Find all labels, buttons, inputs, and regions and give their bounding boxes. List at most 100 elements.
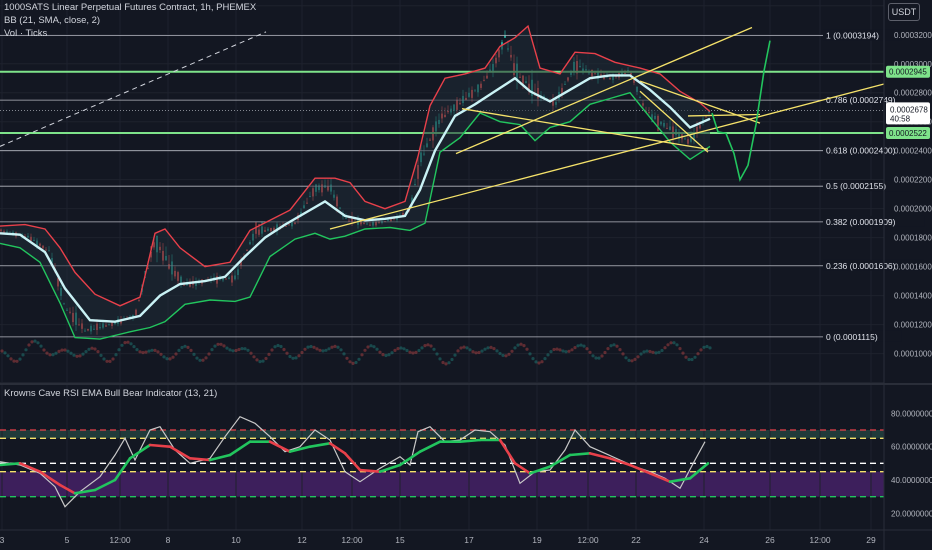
volume-dot [93, 347, 97, 351]
volume-dot [24, 348, 28, 352]
volume-dot [375, 347, 379, 351]
volume-dot [459, 346, 463, 350]
volume-dot [15, 359, 19, 363]
volume-dot [252, 355, 256, 359]
price-tick-label: 0.0001800 [894, 234, 932, 243]
volume-dot [291, 356, 295, 360]
volume-dot [90, 346, 94, 350]
current-price-bg [886, 102, 930, 125]
volume-dot [657, 350, 661, 354]
volume-dot [651, 350, 655, 354]
price-tick-label: 0.0002200 [894, 176, 932, 185]
volume-dot [144, 350, 148, 354]
volume-dot [372, 345, 376, 349]
ema-segment [268, 440, 292, 453]
ema-segment [528, 465, 552, 475]
fib-label-bg [823, 330, 902, 342]
volume-dot [57, 349, 61, 353]
price-tick-label: 0.0002000 [894, 205, 932, 214]
time-tick-label: 12:00 [577, 535, 599, 545]
volume-dot [330, 345, 334, 349]
projection-path [711, 40, 771, 182]
time-tick-label: 29 [866, 535, 876, 545]
volume-indicator-label[interactable]: Vol · Ticks [4, 28, 48, 39]
volume-dot [324, 348, 328, 352]
volume-dot [528, 352, 532, 356]
ema-segment [328, 442, 347, 455]
time-tick-label: 12:00 [341, 535, 363, 545]
fib-label: 0.382 (0.0001909) [826, 217, 896, 227]
volume-dot [288, 354, 292, 359]
ema-segment [513, 462, 532, 475]
volume-dot [78, 354, 82, 358]
volume-dot [108, 359, 112, 363]
volume-dot [75, 354, 79, 358]
price-tick-label: 0.0001200 [894, 321, 932, 330]
volume-dot [306, 345, 310, 349]
volume-dot [468, 348, 472, 352]
volume-dot [357, 357, 361, 361]
osc-tick-label: 40.0000000 [891, 476, 932, 485]
fib-label-bg [823, 144, 925, 156]
volume-dot [147, 349, 151, 353]
volume-dot [501, 353, 505, 357]
volume-dot [546, 353, 550, 357]
volume-dot [270, 348, 274, 352]
ema-segment [458, 438, 482, 443]
volume-dot [639, 352, 643, 356]
symbol-title[interactable]: 1000SATS Linear Perpetual Futures Contra… [4, 2, 257, 13]
ema-segment [288, 445, 312, 453]
price-tick-label: 0.0001000 [894, 350, 932, 359]
time-tick-label: 10 [231, 535, 241, 545]
volume-dot [315, 347, 319, 351]
volume-dot [654, 351, 658, 355]
volume-dot [591, 354, 595, 358]
volume-dot [282, 347, 286, 352]
volume-dot [558, 348, 562, 352]
volume-dot [492, 347, 496, 351]
volume-dot [438, 357, 442, 361]
volume-dot [231, 349, 235, 353]
lower-band-line [0, 91, 711, 340]
fib-label: 0.236 (0.0001606) [826, 261, 896, 271]
volume-dot [675, 343, 679, 347]
volume-dot [663, 346, 667, 350]
fib-label-bg [823, 180, 913, 192]
chart-grid [0, 0, 884, 530]
volume-dot [156, 350, 160, 354]
volume-dot [381, 353, 385, 357]
volume-dot [96, 350, 100, 354]
ema-segment [58, 483, 77, 495]
volume-dot [606, 347, 610, 351]
volume-dot [27, 343, 31, 347]
volume-dot [309, 344, 313, 349]
fib-label: 0 (0.0001115) [826, 332, 878, 342]
volume-dot [336, 345, 340, 349]
volume-dot [534, 360, 538, 364]
volume-dot [387, 353, 391, 357]
bb-indicator-label[interactable]: BB (21, SMA, close, 2) [4, 15, 101, 26]
volume-dot [690, 357, 694, 362]
volume-dot [348, 360, 352, 364]
volume-dot [435, 352, 439, 356]
ema-segment [498, 438, 517, 465]
currency-button[interactable]: USDT [888, 3, 920, 21]
volume-dot [162, 355, 166, 359]
volume-dot [519, 342, 523, 346]
volume-dot [363, 348, 367, 352]
volume-dot [450, 357, 454, 362]
ema-segment [358, 468, 382, 473]
volume-dot [327, 347, 331, 351]
volume-dot [672, 341, 676, 345]
volume-dot [174, 352, 178, 356]
volume-dots [0, 339, 712, 366]
volume-dot [186, 345, 190, 349]
volume-dot [3, 351, 7, 355]
volume-dot [570, 348, 574, 352]
oscillator-title[interactable]: Krowns Cave RSI EMA Bull Bear Indicator … [4, 388, 218, 399]
volume-dot [192, 352, 196, 356]
time-tick-label: 12:00 [109, 535, 131, 545]
level-top-label: 0.0002945 [889, 68, 927, 77]
price-tick-label: 0.0002800 [894, 89, 932, 98]
